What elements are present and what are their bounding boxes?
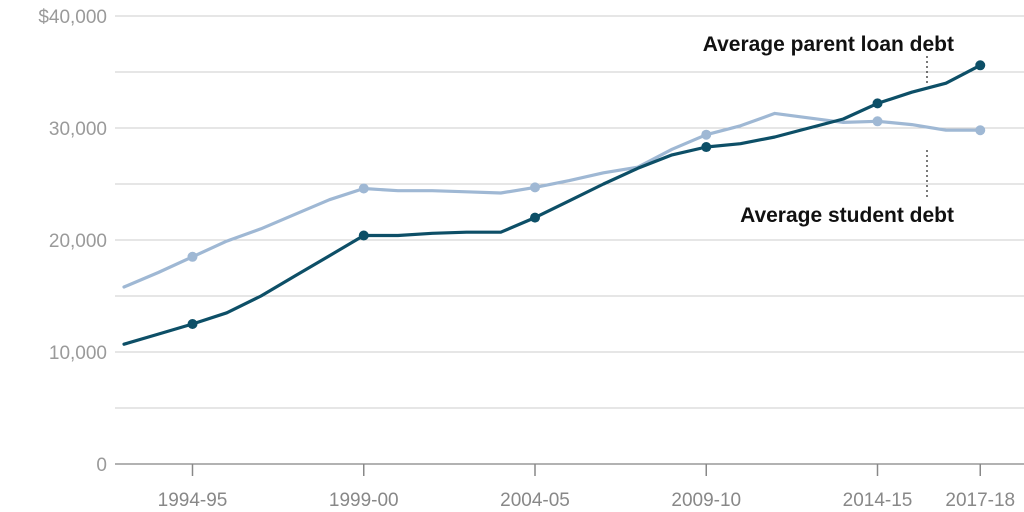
annotations: Average parent loan debt Average student… xyxy=(703,33,954,227)
student-debt-point xyxy=(872,116,883,127)
x-axis: 1994-95 1999-00 2004-05 2009-10 2014-15 2017-… xyxy=(115,463,1024,511)
y-tick-label: 20,000 xyxy=(49,231,107,252)
parent-loan-debt-point xyxy=(975,60,986,71)
student-debt-line xyxy=(122,111,982,289)
x-tick-label: 2004-05 xyxy=(500,490,570,511)
student-debt-point xyxy=(358,183,369,194)
parent-loan-debt-point xyxy=(872,98,883,109)
series-markers xyxy=(187,60,986,329)
x-tick-label: 1999-00 xyxy=(329,490,399,511)
student-debt-point xyxy=(530,182,540,193)
x-tick-label: 2014-15 xyxy=(843,490,913,511)
parent-loan-debt-point xyxy=(187,319,198,329)
parent-loan-debt-point xyxy=(701,142,712,153)
x-tick-label: 2017-18 xyxy=(945,490,1015,511)
y-axis-tick-labels: 0 10,000 20,000 30,000 $40,000 xyxy=(38,7,107,476)
annotation-parent-loan-debt: Average parent loan debt xyxy=(703,33,954,56)
x-tick-label: 2009-10 xyxy=(671,490,741,511)
student-debt-point xyxy=(187,251,198,262)
y-tick-label: 0 xyxy=(96,455,107,476)
student-debt-point xyxy=(701,129,712,140)
parent-loan-debt-point xyxy=(358,230,369,241)
annotation-student-debt: Average student debt xyxy=(740,204,954,227)
series-lines xyxy=(122,63,982,346)
y-tick-label: 30,000 xyxy=(49,119,107,140)
parent-loan-debt-point xyxy=(530,212,540,223)
parent-loan-debt-line xyxy=(122,63,982,346)
x-tick-label: 1994-95 xyxy=(158,490,228,511)
gridlines xyxy=(115,15,1024,409)
y-tick-label: 10,000 xyxy=(49,343,107,364)
student-debt-point xyxy=(975,125,986,136)
y-tick-label: $40,000 xyxy=(38,7,107,28)
